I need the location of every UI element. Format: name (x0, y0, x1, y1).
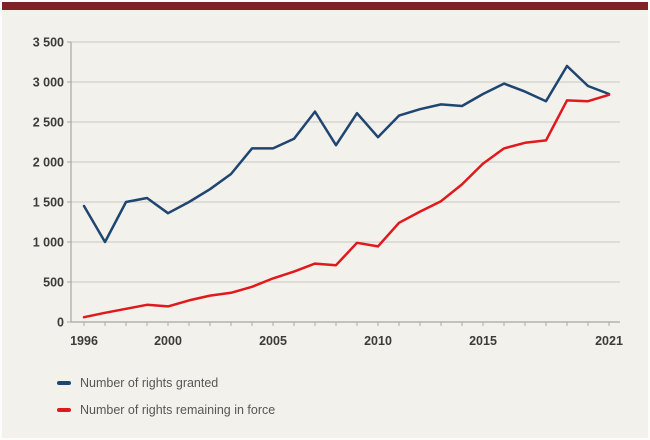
granted-line-swatch (57, 381, 71, 385)
remaining-line-swatch (57, 408, 71, 412)
y-tick-label: 500 (43, 276, 64, 290)
x-tick-label: 2010 (364, 334, 392, 348)
y-tick-label: 2 000 (33, 156, 64, 170)
y-tick-label: 3 500 (33, 36, 64, 50)
remaining-line (82, 93, 611, 319)
legend-label-remaining: Number of rights remaining in force (80, 403, 276, 417)
x-tick-label: 2005 (259, 334, 287, 348)
x-tick-label: 2000 (154, 334, 182, 348)
x-tick-label: 2015 (469, 334, 497, 348)
y-tick-label: 1 500 (33, 196, 64, 210)
granted-line (82, 64, 611, 244)
x-tick-label: 2021 (595, 334, 623, 348)
y-tick-label: 0 (57, 316, 64, 330)
legend-item-remaining: Number of rights remaining in force (57, 403, 275, 417)
legend-item-granted: Number of rights granted (57, 376, 275, 390)
top-banner (2, 2, 648, 10)
y-tick-label: 3 000 (33, 76, 64, 90)
legend: Number of rights granted Number of right… (57, 376, 275, 430)
x-tick-label: 1996 (70, 334, 98, 348)
legend-label-granted: Number of rights granted (80, 376, 219, 390)
y-tick-label: 1 000 (33, 236, 64, 250)
y-tick-label: 2 500 (33, 116, 64, 130)
